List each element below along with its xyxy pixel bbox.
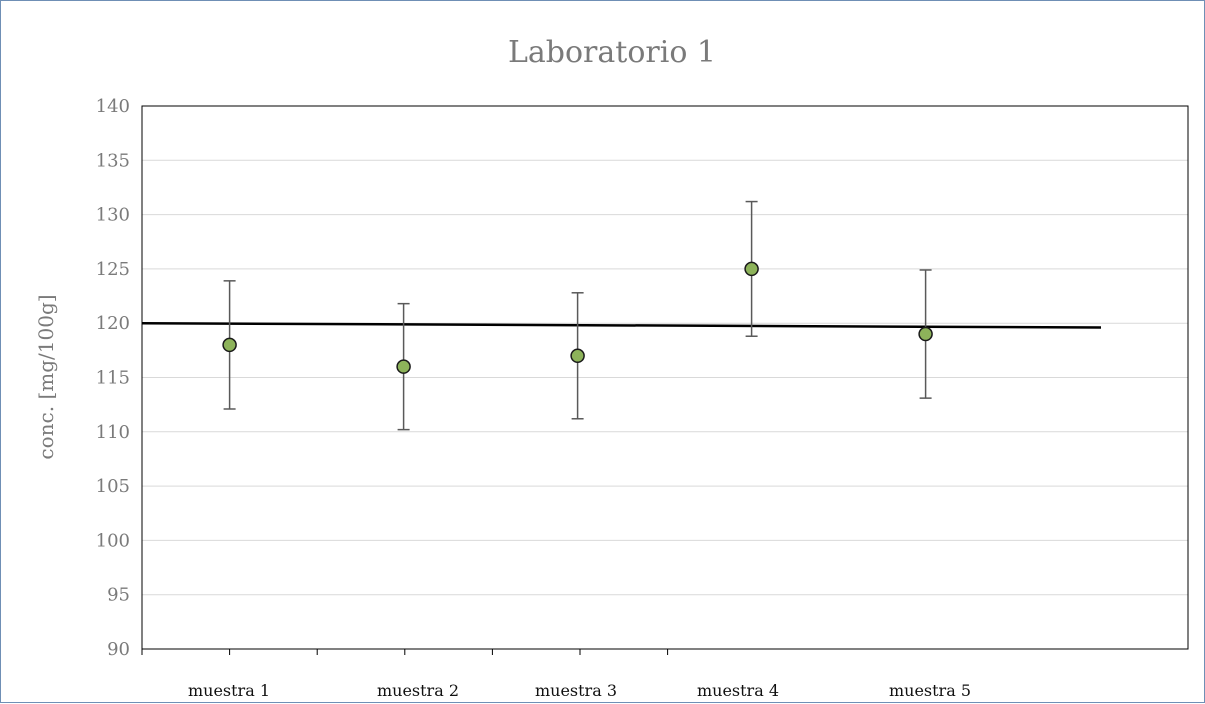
data-point-1	[222, 337, 237, 353]
grid-lines	[142, 105, 1188, 596]
y-tick-label-95: 95	[107, 585, 130, 606]
y-tick-label-110: 110	[96, 422, 130, 443]
error-bars	[223, 200, 932, 431]
x-tick-label-3: muestra 3	[535, 681, 617, 700]
y-tick-label-105: 105	[96, 476, 130, 497]
x-tick-label-5: muestra 5	[889, 681, 971, 700]
data-point-5	[918, 326, 933, 342]
data-point-4	[744, 261, 759, 277]
x-tick-labels: muestra 1 muestra 2 muestra 3 muestra 4 mues…	[188, 681, 971, 700]
x-tick-label-2: muestra 2	[377, 681, 459, 700]
y-axis-label: conc. [mg/100g]	[34, 294, 58, 459]
x-tick-label-4: muestra 4	[697, 681, 779, 700]
x-tick-label-1: muestra 1	[188, 681, 270, 700]
y-tick-labels: 90 95 100 105 110 115 120 125 130 135 140	[96, 96, 130, 660]
y-tick-label-120: 120	[96, 313, 130, 334]
reference-line-segment	[141, 321, 1102, 329]
data-points	[222, 261, 933, 374]
y-tick-label-100: 100	[96, 530, 130, 551]
data-point-3	[570, 348, 585, 364]
y-tick-label-135: 135	[96, 150, 130, 171]
y-tick-label-125: 125	[96, 259, 130, 280]
data-point-2	[396, 359, 411, 374]
y-tick-label-115: 115	[96, 368, 130, 389]
plot-area-border	[141, 105, 1189, 650]
chart-title: Laboratorio 1	[508, 35, 716, 70]
y-tick-label-140: 140	[96, 96, 130, 117]
reference-line	[141, 321, 1102, 329]
axes	[141, 105, 1189, 655]
y-tick-label-130: 130	[96, 205, 130, 226]
y-tick-label-90: 90	[107, 639, 130, 660]
